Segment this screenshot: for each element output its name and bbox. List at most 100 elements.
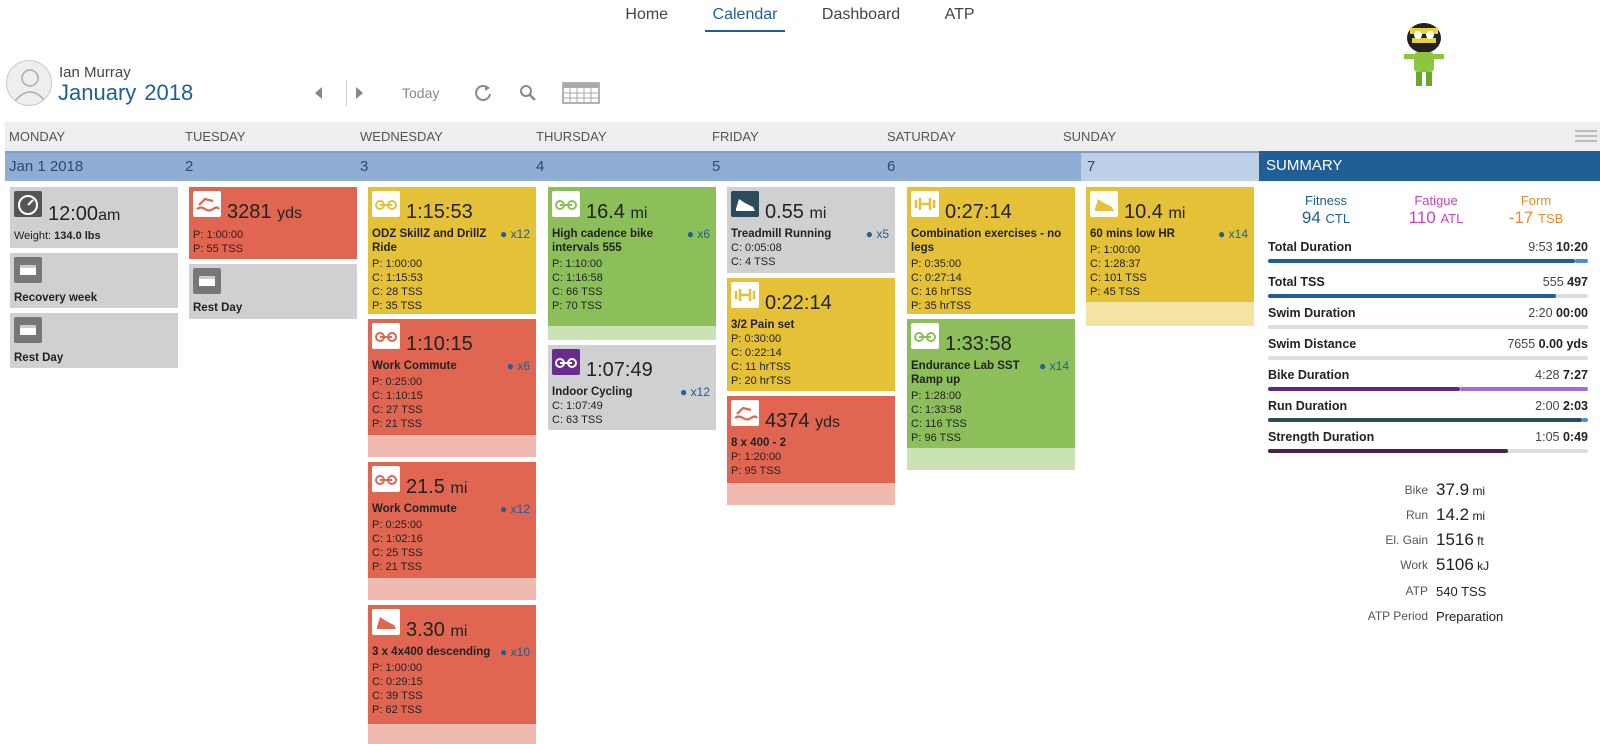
nav-atp[interactable]: ATP (944, 6, 975, 23)
athletes-count[interactable]: ● x6 (506, 359, 530, 373)
date-label: 4 (536, 158, 545, 175)
avatar[interactable] (6, 60, 52, 106)
summary-row: Swim Duration 2:20 00:00 (1268, 306, 1588, 329)
next-week-icon[interactable] (354, 82, 366, 104)
shoe-icon (1090, 191, 1118, 217)
menu-icon[interactable] (1575, 130, 1597, 142)
athletes-count[interactable]: ● x5 (865, 227, 889, 241)
weekday-label: SUNDAY (1063, 129, 1117, 144)
date-today: 7 (1081, 151, 1259, 181)
weekday-label: THURSDAY (536, 129, 607, 144)
date-label: 6 (887, 158, 896, 175)
note-card[interactable]: Recovery week (10, 253, 178, 308)
workout-graph (368, 724, 536, 744)
brand-logo (1404, 23, 1444, 86)
progress-bar (1268, 259, 1588, 263)
weekday-label: WEDNESDAY (360, 129, 443, 144)
bike-workout-card[interactable]: 1:15:53 ODZ SkillZ and DrillZ Ride ● x12… (368, 187, 536, 314)
progress-bar (1268, 325, 1588, 329)
weekday-header: MONDAY TUESDAY WEDNESDAY THURSDAY FRIDAY… (5, 122, 1600, 151)
bike-icon (911, 323, 939, 349)
refresh-icon[interactable] (473, 82, 493, 104)
bike-workout-card[interactable]: 1:10:15 Work Commute ● x6 P: 0:25:00 C: 1… (368, 319, 536, 457)
progress-bar (1268, 387, 1588, 391)
athletes-count[interactable]: ● x6 (686, 227, 710, 241)
date-label: Jan 1 2018 (9, 158, 84, 175)
current-month: January 2018 (58, 80, 194, 105)
bed-icon (14, 317, 42, 343)
nav-home[interactable]: Home (625, 6, 669, 23)
fatigue-kpi: Fatigue 110 ATL (1408, 193, 1464, 227)
strength-workout-card[interactable]: 0:27:14 Combination exercises - no legs … (907, 187, 1075, 314)
athletes-count[interactable]: ● x14 (1218, 227, 1248, 241)
bike-icon (552, 349, 580, 375)
bike-icon (552, 191, 580, 217)
metrics-card[interactable]: 12:00am Weight: 134.0 lbs (10, 187, 178, 248)
progress-bar (1268, 356, 1588, 360)
date-row: Jan 1 2018 2 3 4 5 6 (5, 151, 1258, 181)
strength-workout-card[interactable]: 0:22:14 3/2 Pain set P: 0:30:00 C: 0:22:1… (727, 278, 895, 391)
bike-icon (372, 191, 400, 217)
summary-row: Total TSS 555 497 (1268, 275, 1588, 298)
swim-icon (193, 191, 221, 217)
athletes-count[interactable]: ● x12 (500, 227, 530, 241)
workout-graph (548, 326, 716, 340)
rest-day-card[interactable]: Rest Day (189, 264, 357, 319)
nav-dashboard[interactable]: Dashboard (821, 6, 901, 23)
summary-row: Run Duration 2:00 2:03 (1268, 399, 1588, 422)
athletes-count[interactable]: ● x14 (1039, 359, 1069, 373)
prev-week-icon[interactable] (312, 82, 324, 104)
swim-workout-card[interactable]: 3281 yds P: 1:00:00 P: 55 TSS (189, 187, 357, 259)
toolbar-divider (346, 80, 347, 106)
summary-row: Bike Duration 4:28 7:27 (1268, 368, 1588, 391)
nav-calendar[interactable]: Calendar (704, 6, 786, 32)
bike-workout-card[interactable]: 21.5 mi Work Commute ● x12 P: 0:25:00 C: … (368, 462, 536, 600)
workout-graph (727, 483, 895, 505)
athletes-count[interactable]: ● x12 (680, 385, 710, 399)
gauge-icon (14, 191, 42, 217)
rest-day-card[interactable]: Rest Day (10, 313, 178, 368)
search-icon[interactable] (518, 82, 538, 104)
top-nav: Home Calendar Dashboard ATP (0, 6, 1600, 32)
dumbbell-icon (731, 282, 759, 308)
bike-workout-card[interactable]: 1:33:58 Endurance Lab SST Ramp up ● x14 … (907, 319, 1075, 470)
dumbbell-icon (911, 191, 939, 217)
bike-workout-card[interactable]: 1:07:49 Indoor Cycling ● x12 C: 1:07:49 C… (548, 345, 716, 430)
workout-stats: P: 1:00:00 P: 55 TSS (193, 229, 244, 255)
summary-row: Swim Distance 7655 0.00 yds (1268, 337, 1588, 360)
workout-graph (368, 435, 536, 457)
shoe-icon (731, 191, 759, 217)
swim-icon (731, 400, 759, 426)
workout-graph (1086, 302, 1254, 326)
athletes-count[interactable]: ● x12 (500, 502, 530, 516)
bike-icon (372, 323, 400, 349)
weekday-label: TUESDAY (185, 129, 246, 144)
bike-workout-card[interactable]: 16.4 mi High cadence bike intervals 555 … (548, 187, 716, 340)
athletes-count[interactable]: ● x10 (500, 645, 530, 659)
date-label: 2 (185, 158, 194, 175)
weekday-label: FRIDAY (712, 129, 759, 144)
run-workout-card[interactable]: 3.30 mi 3 x 4x400 descending ● x10 P: 1:… (368, 605, 536, 744)
bed-icon (193, 268, 221, 294)
weekday-label: SATURDAY (887, 129, 956, 144)
progress-bar (1268, 449, 1588, 453)
workout-graph (368, 578, 536, 600)
swim-workout-card[interactable]: 4374 yds 8 x 400 - 2 P: 1:20:00 P: 95 TSS (727, 396, 895, 505)
bike-icon (372, 466, 400, 492)
today-button[interactable]: Today (402, 85, 440, 101)
progress-bar (1268, 294, 1588, 298)
weekday-label: MONDAY (9, 129, 66, 144)
workout-graph (907, 448, 1075, 470)
date-label: 3 (360, 158, 369, 175)
summary-header: SUMMARY (1259, 151, 1600, 181)
shoe-icon (372, 609, 400, 635)
summary-row: Total Duration 9:53 10:20 (1268, 240, 1588, 263)
user-name: Ian Murray (59, 64, 131, 81)
progress-bar (1268, 418, 1588, 422)
summary-row: Strength Duration 1:05 0:49 (1268, 430, 1588, 453)
calendar-icon[interactable] (562, 80, 600, 104)
run-workout-card[interactable]: 10.4 mi 60 mins low HR ● x14 P: 1:00:00 C… (1086, 187, 1254, 326)
date-label: 5 (712, 158, 721, 175)
avatar-icon (14, 69, 46, 102)
run-workout-card[interactable]: 0.55 mi Treadmill Running ● x5 C: 0:05:0… (727, 187, 895, 273)
